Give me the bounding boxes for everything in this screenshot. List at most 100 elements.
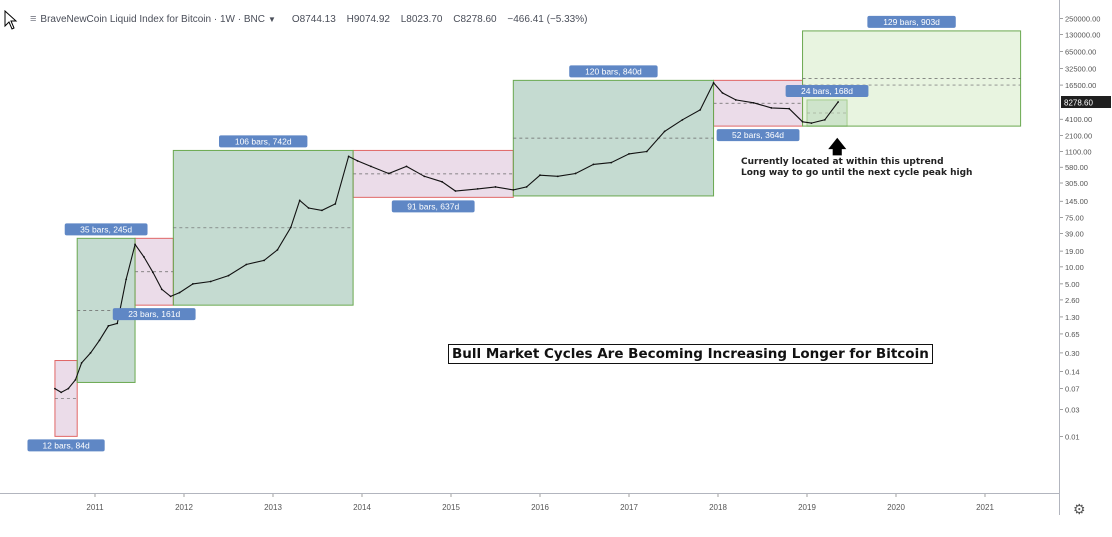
time-axis[interactable]: 2011 2012 2013 2014 2015 2016 2017 2018 2019 2020… [0, 493, 1060, 516]
price-point-29 [370, 165, 372, 168]
price-tick-label-23: 0.03 [1065, 405, 1080, 414]
time-tick-label-0: 2011 [86, 503, 104, 512]
price-tick-label-20: 0.30 [1065, 349, 1080, 358]
open-value: O8744.13 [291, 13, 336, 25]
price-tick-label-11: 145.00 [1065, 197, 1088, 206]
price-point-11 [143, 256, 145, 258]
ohlc-values: O8744.13 H9074.92 L8023.70 C8278.60 −466… [292, 14, 596, 25]
change-value: −466.41 (−5.33%) [507, 13, 588, 25]
price-point-58 [837, 101, 840, 103]
time-tick-label-3: 2014 [353, 503, 371, 512]
price-point-41 [574, 172, 577, 175]
price-point-38 [525, 186, 528, 188]
high-value: H9074.92 [346, 13, 390, 25]
price-tick-label-9: 580.00 [1065, 163, 1088, 172]
price-point-12 [151, 271, 154, 274]
price-point-15 [178, 291, 181, 294]
time-tick-label-7: 2018 [709, 503, 727, 512]
price-tick-label-22: 0.07 [1065, 385, 1080, 394]
bull-cycle-label-1: 106 bars, 742d [235, 136, 292, 146]
price-point-56 [810, 122, 813, 125]
price-point-32 [423, 175, 426, 178]
price-point-19 [245, 263, 248, 266]
time-tick-label-2: 2013 [264, 503, 282, 512]
price-point-13 [160, 288, 163, 291]
price-point-22 [289, 226, 292, 229]
price-point-0 [54, 387, 56, 390]
bull-cycle-label-bg-1 [219, 135, 308, 148]
price-tick-label-6: 4100.00 [1065, 115, 1092, 124]
price-point-47 [681, 118, 684, 121]
time-tick-label-8: 2019 [798, 503, 816, 512]
price-tick-label-10: 305.00 [1065, 179, 1088, 188]
chart-headline: Bull Market Cycles Are Becoming Increasi… [448, 344, 933, 364]
bottom-strip [0, 515, 1112, 537]
bull-cycle-label-bg-3 [785, 84, 869, 97]
price-point-14 [169, 295, 172, 298]
price-point-7 [107, 325, 110, 327]
price-tick-label-8: 1100.00 [1065, 148, 1092, 157]
price-tick-label-1: 130000.00 [1065, 30, 1100, 39]
time-tick-label-4: 2015 [442, 503, 460, 512]
bull-cycle-label-0: 35 bars, 245d [80, 224, 132, 234]
bull-cycle-box-1 [172, 149, 354, 306]
bull-cycle-label-3: 24 bars, 168d [801, 86, 853, 96]
time-tick-label-9: 2020 [887, 503, 905, 512]
symbol-name[interactable]: BraveNewCoin Liquid Index for Bitcoin · … [40, 13, 265, 25]
settings-gear-icon[interactable]: ⚙ [1073, 501, 1086, 517]
price-point-43 [610, 161, 613, 164]
price-tick-label-18: 1.30 [1065, 313, 1080, 322]
price-tick-label-13: 39.00 [1065, 229, 1084, 238]
bear-cycle-label-0: 12 bars, 84d [42, 440, 90, 450]
price-point-3 [74, 378, 77, 381]
bull-cycle-label-bg-0 [64, 223, 148, 236]
price-axis[interactable]: 250000.00 130000.00 65000.00 32500.00 16500.… [1059, 0, 1112, 515]
annotation-line-2: Long way to go until the next cycle peak… [741, 168, 973, 178]
bear-cycle-label-bg-0 [27, 439, 105, 452]
price-point-45 [645, 150, 648, 153]
price-point-34 [454, 190, 457, 192]
bull-cycle-label-bg-2 [569, 65, 658, 78]
up-arrow-icon: 🡅 [828, 137, 847, 157]
current-price-tag [1061, 96, 1111, 108]
price-point-50 [721, 91, 724, 94]
bear-cycle-label-3: 52 bars, 364d [732, 130, 784, 140]
bull-cycle-label-2: 120 bars, 840d [585, 66, 642, 76]
price-point-27 [347, 155, 350, 158]
price-point-24 [307, 207, 310, 209]
price-point-25 [321, 209, 323, 212]
price-point-4 [80, 361, 83, 364]
price-point-26 [334, 203, 337, 205]
current-price-label: 8278.60 [1064, 99, 1093, 108]
cycle-box-labels: 12 bars, 84d 23 bars, 161d 91 bars, 637d 52… [27, 15, 956, 452]
hamburger-icon[interactable]: ≡ [30, 13, 37, 25]
bear-cycle-label-bg-1 [112, 308, 196, 321]
price-point-53 [770, 107, 773, 109]
bull-cycle-label-bg-4 [867, 15, 956, 28]
price-point-40 [556, 175, 559, 178]
price-point-51 [734, 99, 737, 101]
price-chart[interactable]: 12 bars, 84d 23 bars, 161d 91 bars, 637d 52… [0, 0, 1060, 515]
price-tick-label-3: 32500.00 [1065, 64, 1096, 73]
price-tick-label-21: 0.14 [1065, 368, 1080, 377]
price-point-39 [539, 174, 541, 177]
price-point-52 [752, 101, 755, 104]
close-value: C8278.60 [453, 13, 497, 25]
price-point-48 [699, 108, 702, 111]
price-point-31 [405, 165, 408, 168]
price-tick-label-19: 0.65 [1065, 330, 1080, 339]
time-tick-label-6: 2017 [620, 503, 638, 512]
annotation-line-1: Currently located at within this uptrend [741, 157, 944, 167]
price-series [54, 81, 840, 394]
price-point-42 [592, 163, 595, 166]
price-tick-label-14: 19.00 [1065, 247, 1084, 256]
price-point-37 [512, 189, 515, 191]
chart-annotation: Currently located at within this uptrend… [741, 157, 972, 179]
chevron-down-icon[interactable]: ▼ [267, 14, 276, 24]
price-tick-label-0: 250000.00 [1065, 14, 1100, 23]
price-point-30 [387, 172, 390, 175]
price-tick-label-15: 10.00 [1065, 263, 1084, 272]
price-point-49 [712, 82, 715, 84]
price-point-17 [209, 280, 212, 283]
cursor-icon [4, 10, 18, 30]
